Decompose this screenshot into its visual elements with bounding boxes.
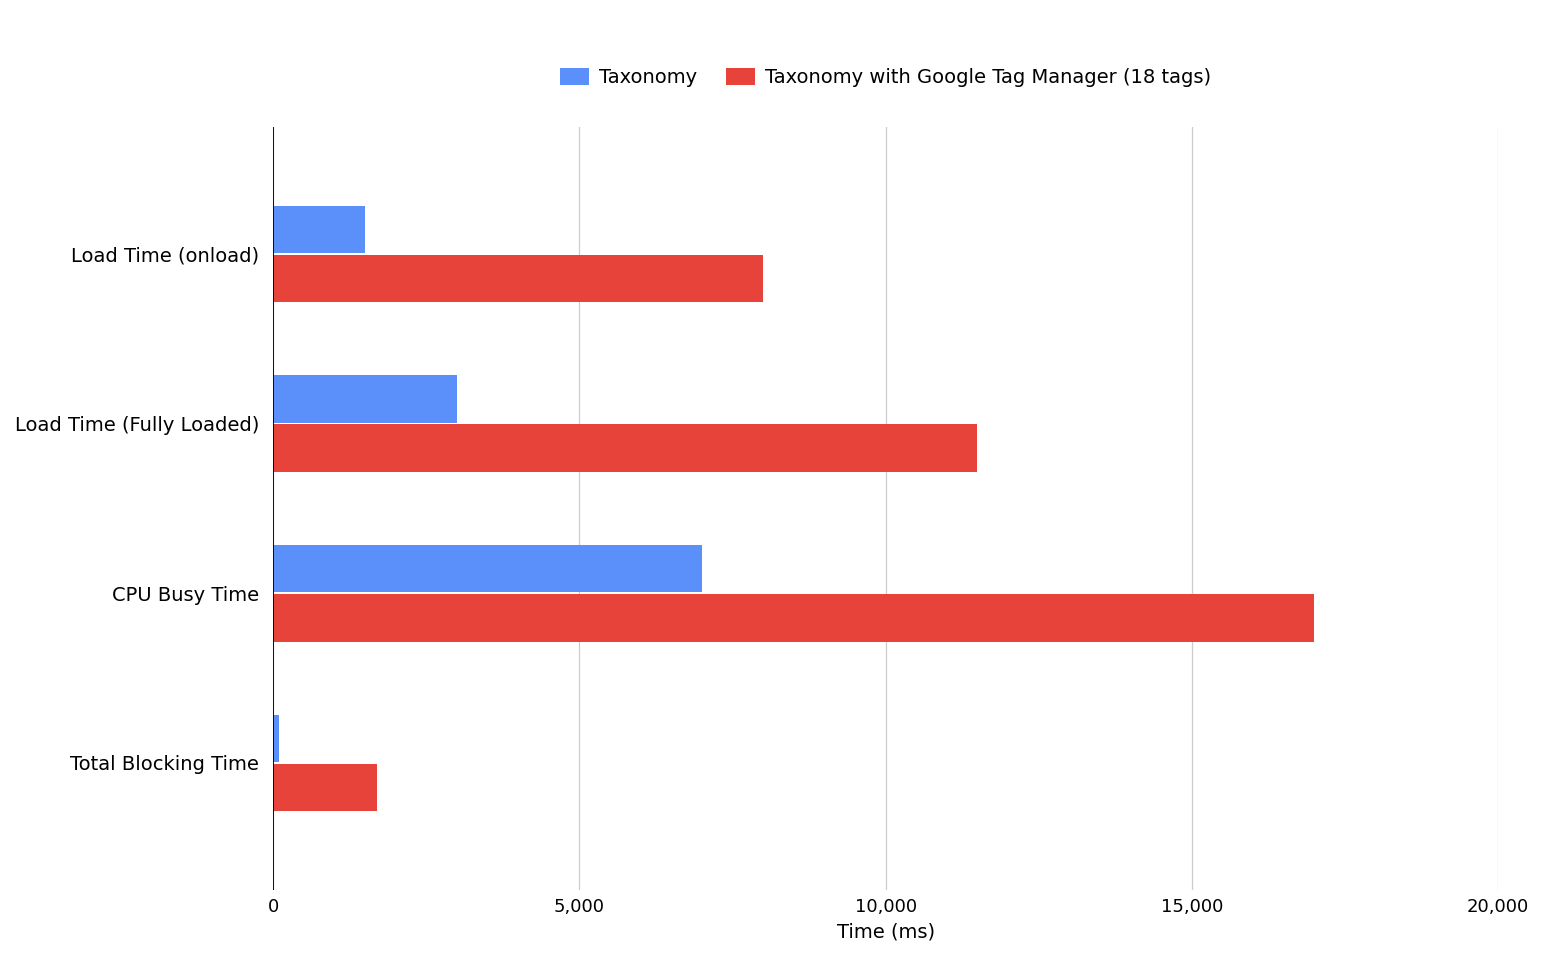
Bar: [273, 375, 457, 423]
X-axis label: Time (ms): Time (ms): [837, 922, 934, 941]
Bar: [273, 255, 763, 302]
Legend: Taxonomy, Taxonomy with Google Tag Manager (18 tags): Taxonomy, Taxonomy with Google Tag Manag…: [553, 60, 1218, 95]
Bar: [273, 764, 377, 812]
Bar: [273, 424, 977, 472]
Bar: [273, 206, 364, 253]
Bar: [273, 714, 279, 762]
Bar: [273, 545, 703, 593]
Bar: [273, 594, 1314, 641]
